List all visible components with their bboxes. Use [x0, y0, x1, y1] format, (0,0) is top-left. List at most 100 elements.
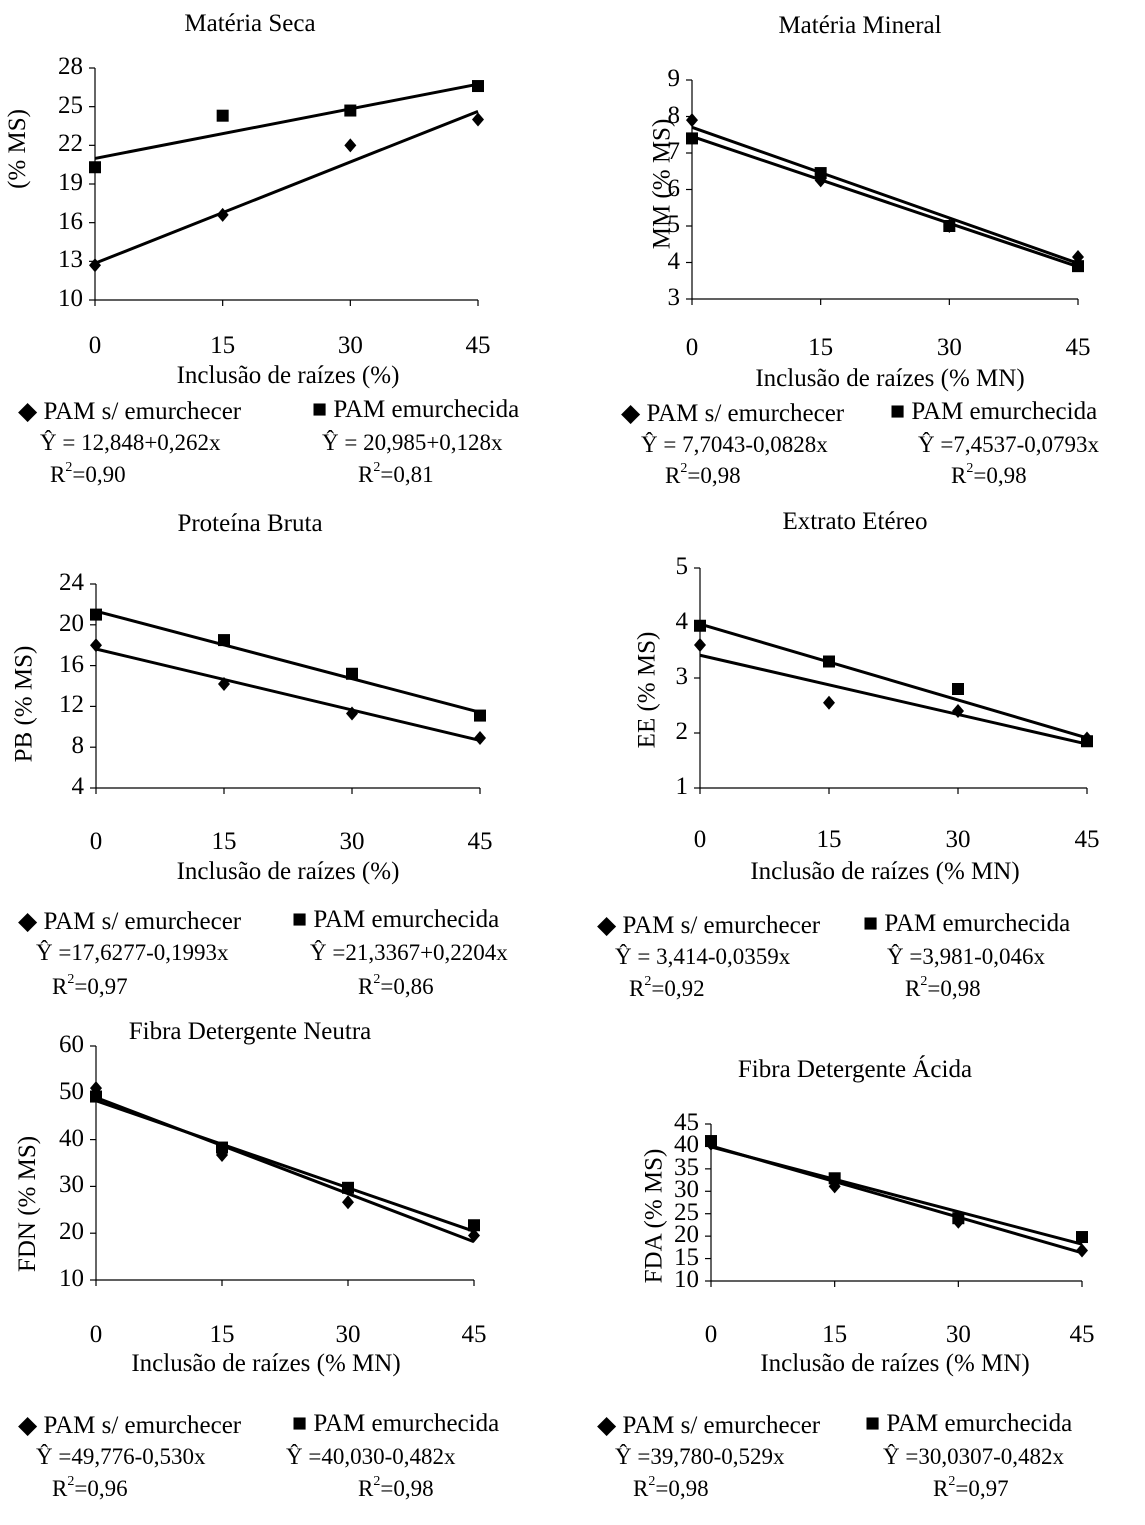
square-icon: ■ — [863, 910, 879, 937]
chart-plot — [705, 1123, 1088, 1287]
y-tick-label: 60 — [59, 1031, 84, 1058]
diamond-marker — [952, 704, 964, 718]
x-axis-label: Inclusão de raízes (% MN) — [131, 1350, 401, 1377]
y-tick-label: 10 — [58, 285, 83, 312]
r2-series-1: R2=0,90 — [50, 460, 126, 487]
chart-plot — [694, 567, 1093, 794]
equation-series-1: Ŷ = 3,414-0,0359x — [615, 944, 791, 969]
r2-series-2: R2=0,86 — [358, 972, 434, 999]
y-tick-label: 4 — [71, 773, 85, 800]
y-tick-label: 16 — [59, 650, 84, 678]
legend-series-1: ◆ PAM s/ emurchecer — [18, 398, 242, 425]
diamond-icon: ◆ — [597, 1412, 617, 1439]
y-tick-label: 30 — [674, 1176, 699, 1204]
square-marker — [952, 1212, 965, 1225]
r2-series-2: R2=0,81 — [358, 460, 434, 487]
square-marker — [216, 109, 229, 122]
x-tick-label: 30 — [936, 334, 962, 361]
square-marker — [344, 104, 357, 117]
square-marker — [1076, 1231, 1088, 1244]
equation-series-1: Ŷ =39,780-0,529x — [615, 1444, 785, 1469]
y-tick-label: 50 — [59, 1077, 84, 1105]
square-icon: ■ — [292, 906, 308, 933]
y-tick-label: 20 — [674, 1221, 699, 1249]
square-marker — [823, 655, 835, 668]
square-icon: ■ — [292, 1410, 308, 1437]
diamond-marker — [1076, 1243, 1088, 1258]
chart-panel-materia-seca: Matéria Seca (% MS) Inclusão de raízes (… — [0, 0, 560, 508]
equation-series-2: Ŷ = 20,985+0,128x — [322, 430, 503, 455]
x-tick-label: 45 — [461, 1321, 487, 1348]
y-tick-label: 10 — [674, 1266, 699, 1293]
chart-panel-proteina-bruta: Proteína Bruta PB (% MS) Inclusão de raí… — [0, 508, 560, 1016]
y-tick-label: 19 — [58, 169, 83, 196]
chart-title: Fibra Detergente Neutra — [128, 1018, 372, 1045]
diamond-icon: ◆ — [18, 398, 38, 425]
legend-series-2: ■ PAM emurchecida — [863, 910, 1071, 937]
equation-series-2: Ŷ =30,0307-0,482x — [883, 1444, 1064, 1469]
y-tick-label: 24 — [59, 569, 84, 596]
y-tick-label: 20 — [59, 609, 84, 637]
y-tick-label: 8 — [667, 101, 681, 129]
y-tick-label: 5 — [667, 211, 681, 238]
trend-line — [95, 609, 481, 714]
diamond-marker — [472, 112, 484, 127]
square-marker — [342, 1181, 354, 1194]
square-marker — [943, 220, 956, 232]
r2-series-2: R2=0,97 — [933, 1474, 1009, 1501]
square-marker — [828, 1172, 841, 1185]
diamond-icon: ◆ — [621, 400, 641, 427]
r2-series-1: R2=0,92 — [629, 974, 705, 1001]
y-axis-label: FDN (% MS) — [14, 1135, 42, 1273]
chart-panel-fdn: Fibra Detergente Neutra FDN (% MS) Inclu… — [0, 1016, 560, 1524]
chart-panel-materia-mineral: Matéria Mineral MM (% MS) Inclusão de ra… — [585, 0, 1145, 508]
trend-line — [691, 135, 1079, 269]
x-tick-label: 30 — [945, 1321, 971, 1348]
equation-series-2: Ŷ =21,3367+0,2204x — [310, 940, 508, 965]
y-tick-label: 16 — [58, 207, 83, 235]
diamond-marker — [474, 731, 486, 746]
square-marker — [468, 1219, 480, 1232]
square-marker — [90, 608, 102, 621]
equation-series-1: Ŷ =49,776-0,530x — [36, 1444, 206, 1469]
y-tick-label: 40 — [674, 1131, 699, 1159]
y-tick-label: 15 — [674, 1243, 699, 1271]
x-tick-label: 0 — [89, 1321, 103, 1348]
chart-panel-extrato-etereo: Extrato Etéreo EE (% MS) Inclusão de raí… — [585, 508, 1145, 1016]
y-tick-label: 25 — [674, 1198, 699, 1226]
x-tick-label: 0 — [704, 1321, 718, 1348]
diamond-marker — [686, 113, 698, 128]
r2-series-1: R2=0,98 — [633, 1474, 709, 1501]
y-tick-label: 6 — [667, 174, 681, 202]
trend-line — [691, 125, 1079, 265]
x-tick-label: 15 — [209, 1321, 235, 1348]
x-tick-label: 0 — [685, 334, 699, 361]
square-marker — [694, 619, 706, 632]
square-marker — [705, 1135, 717, 1148]
legend-series-2: ■ PAM emurchecida — [865, 1410, 1073, 1437]
y-tick-label: 4 — [675, 608, 689, 635]
legend-series-2: ■ PAM emurchecida — [890, 398, 1098, 425]
chart-title: Matéria Seca — [184, 10, 316, 37]
square-marker — [686, 132, 698, 145]
square-icon: ■ — [890, 398, 906, 425]
square-marker — [1072, 260, 1084, 273]
diamond-icon: ◆ — [597, 912, 617, 939]
diamond-icon: ◆ — [18, 1412, 38, 1439]
trend-line — [699, 653, 1088, 746]
x-tick-label: 30 — [337, 332, 363, 359]
y-tick-label: 3 — [675, 663, 689, 690]
chart-plot — [90, 1045, 480, 1286]
x-tick-label: 0 — [89, 828, 103, 855]
square-marker — [814, 167, 827, 180]
y-tick-label: 40 — [59, 1124, 84, 1152]
x-tick-label: 45 — [465, 332, 491, 359]
square-icon: ■ — [312, 396, 328, 423]
x-tick-label: 45 — [1069, 1321, 1095, 1348]
chart-panel-fda: Fibra Detergente Ácida FDA (% MS) Inclus… — [585, 1016, 1145, 1524]
chart-title: Proteína Bruta — [177, 510, 323, 537]
x-tick-label: 45 — [1074, 826, 1100, 853]
diamond-marker — [89, 258, 101, 273]
chart-title: Matéria Mineral — [778, 12, 942, 39]
diamond-marker — [218, 676, 230, 691]
